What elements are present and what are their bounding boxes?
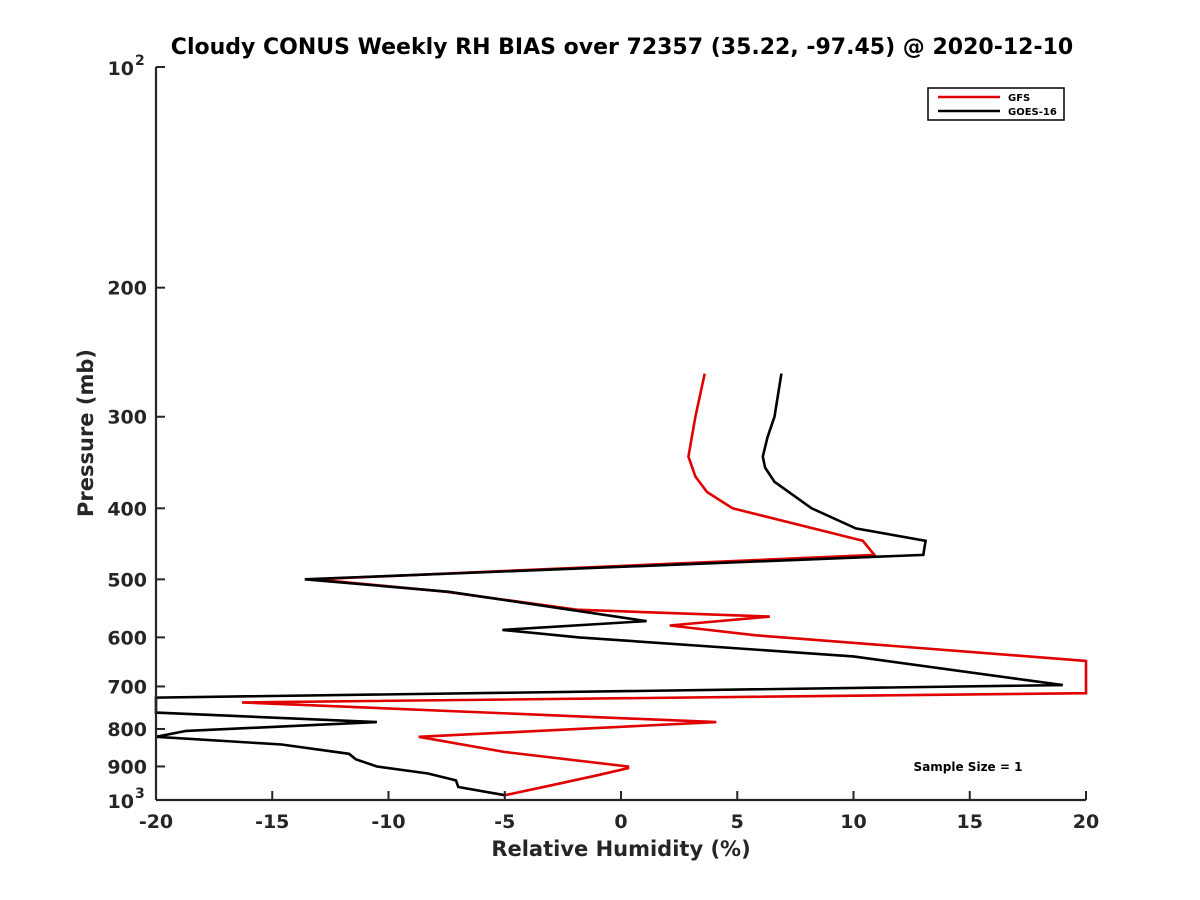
series-line-gfs <box>241 373 1088 797</box>
x-axis-label: Relative Humidity (%) <box>491 837 750 861</box>
x-tick-label: -5 <box>494 811 515 833</box>
y-tick-label: 300 <box>107 407 147 429</box>
y-tick-exponent: 2 <box>135 53 145 69</box>
x-tick-label: 0 <box>614 811 627 833</box>
y-tick-label: 600 <box>107 627 147 649</box>
y-tick-label: 500 <box>107 569 147 591</box>
y-tick-label: 400 <box>107 498 147 520</box>
y-tick-exponent: 3 <box>135 786 145 802</box>
x-tick-label: -10 <box>371 811 405 833</box>
y-tick-label: 10 <box>108 58 134 80</box>
legend-box <box>927 87 1065 121</box>
y-tick-label: 10 <box>108 791 134 813</box>
x-tick-label: 15 <box>957 811 983 833</box>
legend-label-gfs: GFS <box>1008 93 1030 104</box>
y-tick-label: 800 <box>107 719 147 741</box>
series-line-goes-16 <box>154 373 1063 797</box>
y-axis-label: Pressure (mb) <box>74 349 98 517</box>
curves-layer <box>154 373 1088 797</box>
x-tick-label: -20 <box>139 811 173 833</box>
chart-title: Cloudy CONUS Weekly RH BIAS over 72357 (… <box>171 35 1073 60</box>
legend: GFS GOES-16 <box>927 87 1065 121</box>
x-tick-label: 20 <box>1073 811 1099 833</box>
x-tick-label: -15 <box>255 811 289 833</box>
plot-area <box>156 67 1086 800</box>
sample-size-annotation: Sample Size = 1 <box>914 760 1023 774</box>
y-tick-label: 700 <box>107 676 147 698</box>
y-tick-label: 200 <box>107 278 147 300</box>
x-ticks: -20 -15 -10 -5 0 5 10 15 20 <box>139 791 1099 833</box>
legend-label-goes16: GOES-16 <box>1008 107 1057 118</box>
x-tick-label: 5 <box>731 811 744 833</box>
x-tick-label: 10 <box>840 811 866 833</box>
y-tick-label: 900 <box>107 756 147 778</box>
